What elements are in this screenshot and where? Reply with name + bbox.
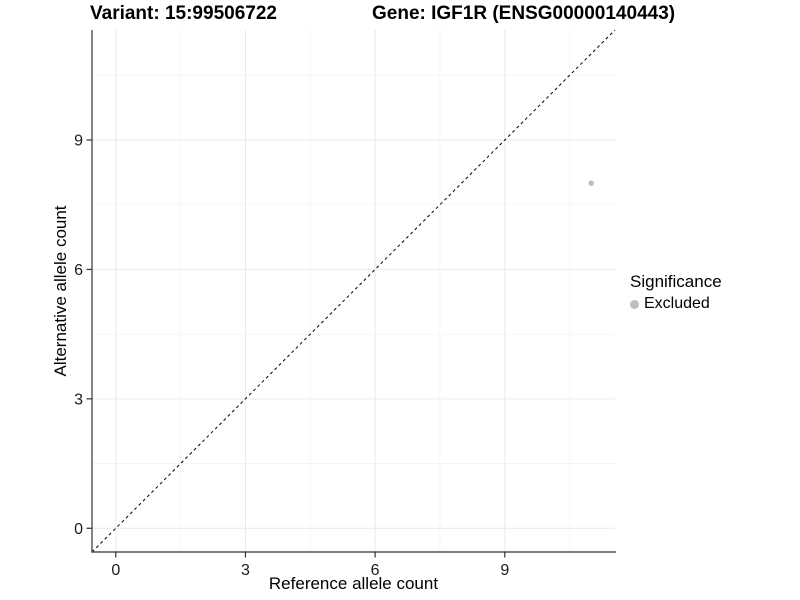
legend-item-label: Excluded	[644, 295, 710, 312]
y-tick-label: 3	[74, 391, 83, 408]
y-tick-label: 0	[74, 521, 83, 538]
identity-dashed-line	[91, 29, 616, 553]
x-tick-label: 9	[500, 562, 509, 579]
legend: Significance Excluded	[630, 272, 722, 313]
plot-title-variant: Variant: 15:99506722	[90, 3, 277, 24]
y-tick-label: 9	[74, 133, 83, 150]
data-point	[588, 180, 595, 186]
x-tick-label: 0	[111, 562, 120, 579]
x-tick-label: 6	[371, 562, 380, 579]
x-tick-label: 3	[241, 562, 250, 579]
legend-item-excluded: Excluded	[630, 295, 722, 313]
plot-title-gene: Gene: IGF1R (ENSG00000140443)	[372, 3, 676, 24]
legend-point-icon	[630, 299, 639, 309]
x-axis-label: Reference allele count	[268, 574, 439, 593]
y-tick-label: 6	[74, 262, 83, 279]
legend-title: Significance	[630, 272, 722, 291]
